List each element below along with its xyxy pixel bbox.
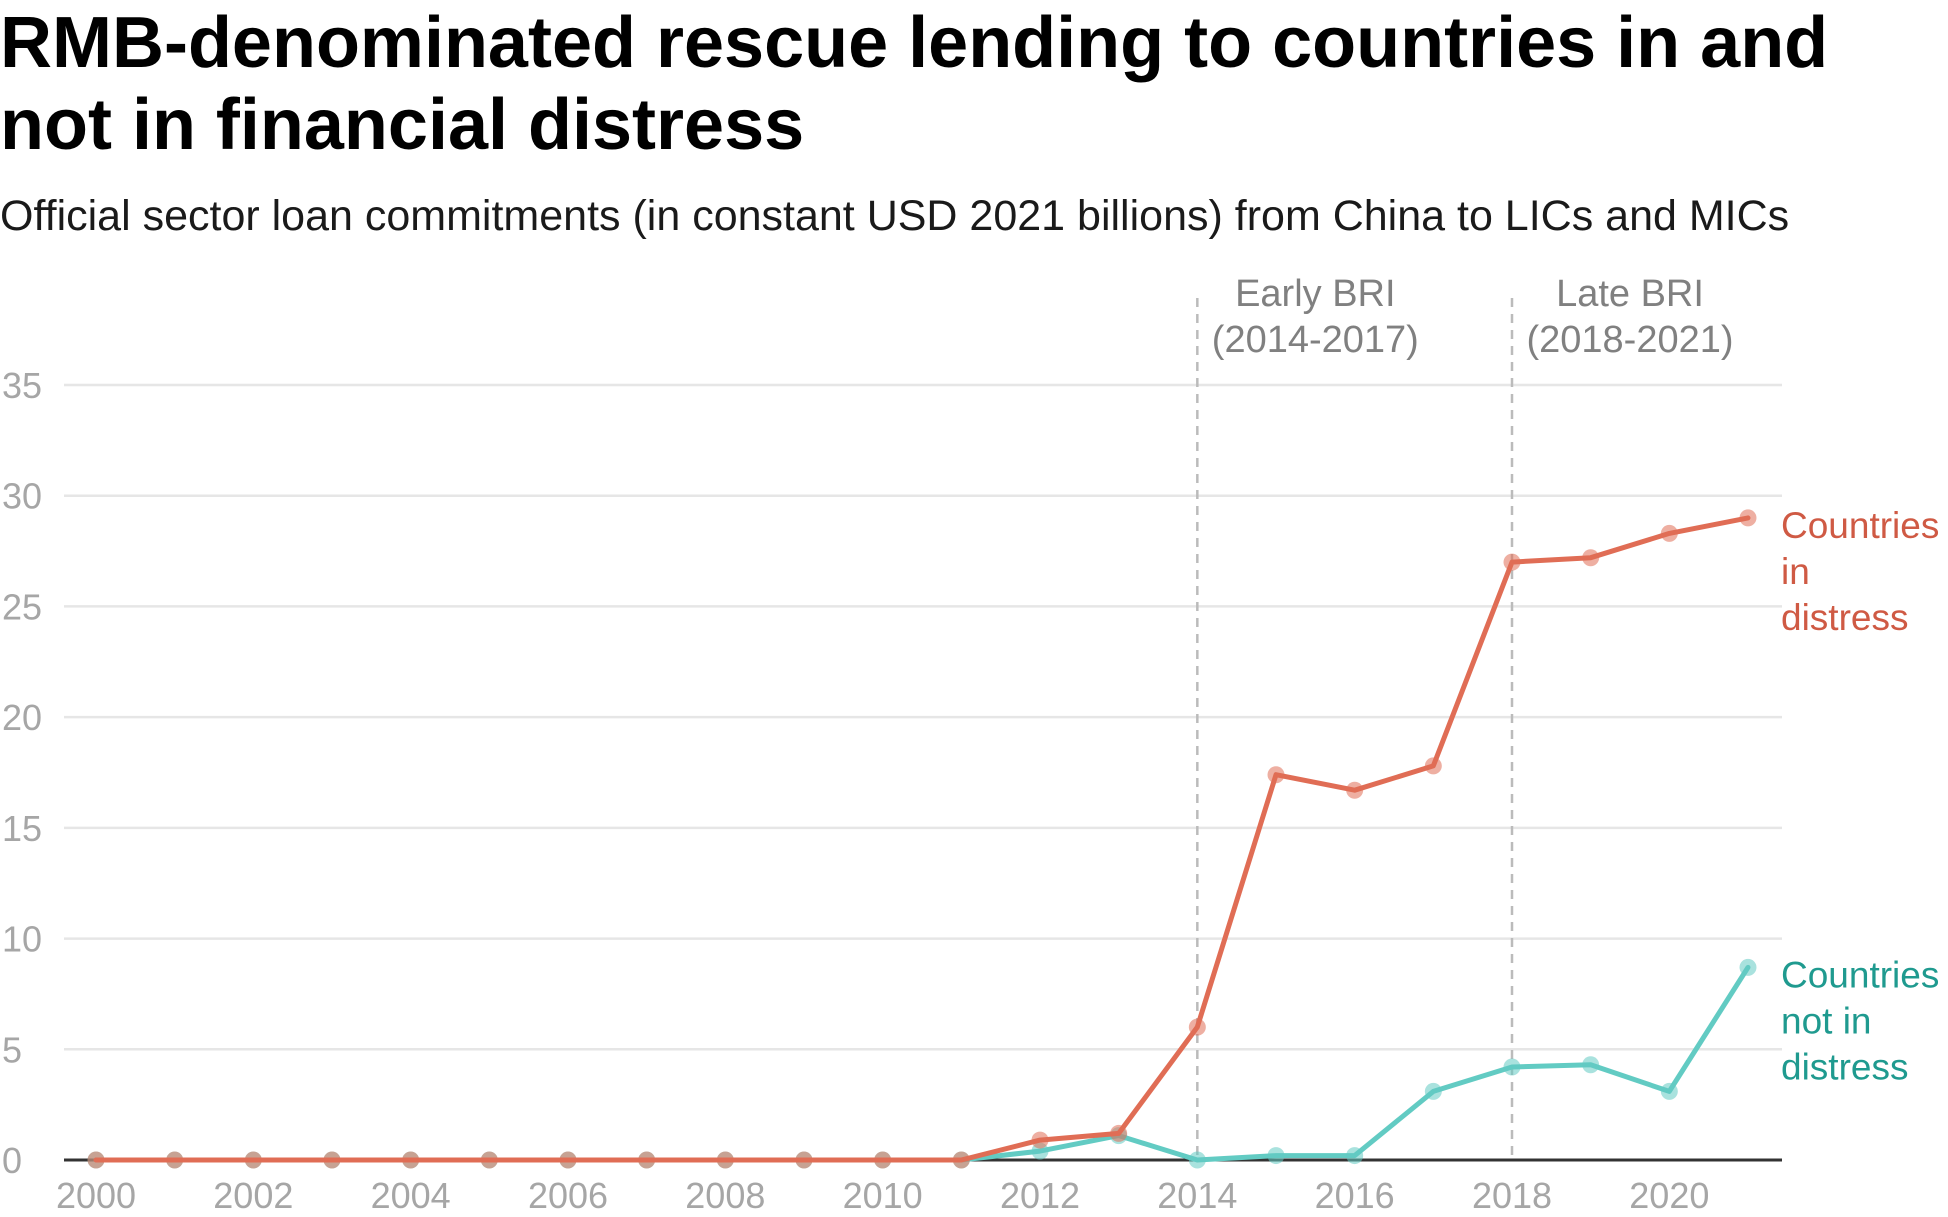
x-tick-label: 2000 <box>56 1175 136 1216</box>
data-point-not-in-distress-2016 <box>1346 1147 1364 1165</box>
data-point-not-in-distress-2020 <box>1660 1082 1678 1100</box>
data-point-in-distress-2008 <box>716 1151 734 1169</box>
y-tick-label: 15 <box>2 808 42 849</box>
y-tick-label: 30 <box>2 476 42 517</box>
series-line-not-in-distress <box>93 964 1751 1163</box>
data-point-not-in-distress-2019 <box>1582 1056 1600 1074</box>
series-label-in-distress: Countries <box>1781 505 1939 546</box>
data-point-in-distress-2020 <box>1660 524 1678 542</box>
data-point-in-distress-2017 <box>1424 757 1442 775</box>
x-tick-label: 2018 <box>1472 1175 1552 1216</box>
data-point-in-distress-2005 <box>480 1151 498 1169</box>
data-point-in-distress-2010 <box>874 1151 892 1169</box>
data-point-in-distress-2009 <box>795 1151 813 1169</box>
series-labels: Countries in distress Countries not in distre… <box>1781 505 1939 1088</box>
x-tick-label: 2016 <box>1315 1175 1395 1216</box>
series-label-in-distress: distress <box>1781 597 1908 638</box>
y-tick-label: 0 <box>2 1140 22 1181</box>
y-tick-label: 10 <box>2 919 42 960</box>
series-lines <box>87 509 1757 1169</box>
data-point-in-distress-2018 <box>1503 553 1521 571</box>
y-tick-label: 25 <box>2 586 42 627</box>
data-point-in-distress-2007 <box>638 1151 656 1169</box>
period-label: Early BRI <box>1235 273 1395 315</box>
x-tick-label: 2020 <box>1629 1175 1709 1216</box>
x-tick-label: 2004 <box>371 1175 451 1216</box>
period-annotations: Early BRI(2014-2017) Late BRI(2018-2021) <box>1196 273 1734 1160</box>
data-point-not-in-distress-2015 <box>1267 1147 1285 1165</box>
x-tick-label: 2006 <box>528 1175 608 1216</box>
y-tick-label: 5 <box>2 1029 22 1070</box>
data-point-in-distress-2006 <box>559 1151 577 1169</box>
period-label: (2014-2017) <box>1212 319 1419 361</box>
data-point-not-in-distress-2021 <box>1739 958 1757 976</box>
data-point-in-distress-2002 <box>244 1151 262 1169</box>
data-point-not-in-distress-2017 <box>1424 1082 1442 1100</box>
data-point-in-distress-2014 <box>1188 1018 1206 1036</box>
period-label: (2018-2021) <box>1526 319 1733 361</box>
data-point-not-in-distress-2018 <box>1503 1058 1521 1076</box>
data-point-in-distress-2021 <box>1739 509 1757 527</box>
period-label: Late BRI <box>1556 273 1704 315</box>
data-point-in-distress-2012 <box>1031 1131 1049 1149</box>
series-label-not-in-distress: distress <box>1781 1046 1908 1087</box>
data-point-in-distress-2011 <box>952 1151 970 1169</box>
y-tick-label: 20 <box>2 697 42 738</box>
data-point-in-distress-2000 <box>87 1151 105 1169</box>
chart-subtitle: Official sector loan commitments (in con… <box>0 192 1790 240</box>
data-point-in-distress-2016 <box>1346 781 1364 799</box>
series-label-in-distress: in <box>1781 551 1810 592</box>
x-tick-label: 2010 <box>843 1175 923 1216</box>
x-tick-label: 2012 <box>1000 1175 1080 1216</box>
data-point-not-in-distress-2014 <box>1188 1151 1206 1169</box>
x-tick-label: 2002 <box>213 1175 293 1216</box>
x-tick-label: 2008 <box>685 1175 765 1216</box>
series-label-not-in-distress: Countries <box>1781 954 1939 995</box>
data-point-in-distress-2001 <box>166 1151 184 1169</box>
gridlines <box>64 383 1782 1051</box>
data-point-in-distress-2015 <box>1267 766 1285 784</box>
chart-title: RMB-denominated rescue lending to countr… <box>0 3 1829 165</box>
data-point-in-distress-2013 <box>1110 1124 1128 1142</box>
data-point-in-distress-2004 <box>402 1151 420 1169</box>
series-label-not-in-distress: not in <box>1781 1000 1872 1041</box>
series-line-in-distress <box>93 515 1751 1163</box>
y-tick-label: 35 <box>2 365 42 406</box>
x-tick-label: 2014 <box>1157 1175 1237 1216</box>
data-point-in-distress-2003 <box>323 1151 341 1169</box>
data-point-in-distress-2019 <box>1582 549 1600 567</box>
axes: 0 5 10 15 20 25 30 35 2000 2002 2004 2006 2008 2010 20… <box>2 365 1782 1216</box>
